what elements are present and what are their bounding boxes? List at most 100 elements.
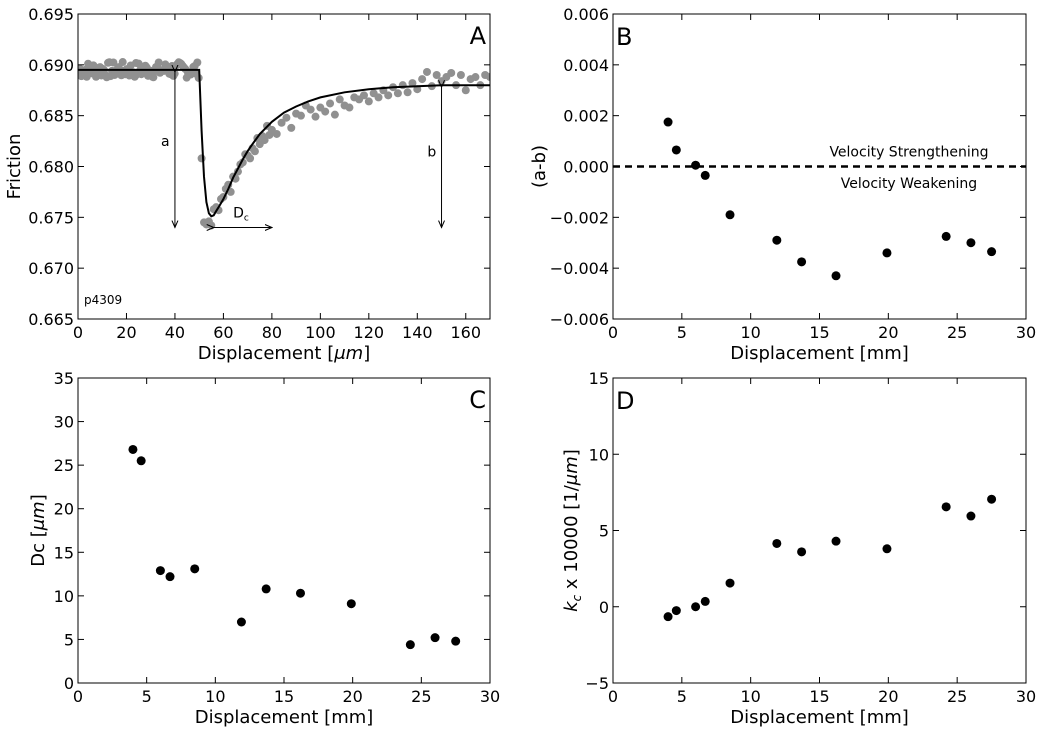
y-tick-label: 0.006 [563,5,609,24]
x-tick-label: 100 [305,323,336,342]
x-tick-label: 120 [354,323,385,342]
x-tick-label: 20 [878,687,898,706]
x-tick-label: 15 [274,687,294,706]
raw-data-point [456,71,465,79]
raw-data-point [207,221,216,230]
fit-line [78,68,490,218]
raw-data-point [408,79,417,88]
data-point [691,602,701,612]
x-tick-label: 20 [116,323,136,342]
raw-data-point [296,111,305,120]
data-point [831,271,841,281]
data-point [663,612,673,622]
y-tick-label: 0.002 [563,107,609,126]
plot-frame [612,377,1027,684]
y-tick-label: 25 [54,456,74,475]
b-label: b [427,144,436,160]
raw-data-point [118,58,127,67]
x-tick-label: 5 [677,687,687,706]
y-tick-label: 0.000 [563,158,609,177]
raw-data-point [359,91,368,100]
y-tick-label: 0.675 [28,208,74,227]
raw-data-point [197,154,206,163]
data-point [451,636,461,646]
raw-data-point [418,75,427,84]
x-tick-label: 40 [165,323,185,342]
x-tick-label: 5 [142,687,152,706]
y-tick-label: −0.004 [550,259,609,278]
raw-data-point [447,68,456,77]
x-tick-label: 15 [809,323,829,342]
raw-data-point [486,73,490,82]
raw-data-point [277,118,286,127]
velocity-weakening-label: Velocity Weakening [841,176,977,192]
x-axis-label: Displacement [mm] [730,707,909,728]
y-axis-label: Friction [4,134,25,200]
x-tick-label: 20 [878,323,898,342]
x-tick-label: 80 [262,323,282,342]
raw-data-point [246,154,255,163]
x-tick-label: 5 [677,323,687,342]
panel-c: 0 5 10 15 20 25 30 0 5 10 15 20 25 30 35 C Displacement … [28,369,500,728]
data-point [155,566,165,576]
raw-data-point [109,58,118,67]
data-point [236,617,246,627]
panel-label: B [616,23,632,51]
y-tick-label: 35 [54,369,74,388]
plot-frame [77,377,491,684]
velocity-strengthening-label: Velocity Strengthening [829,144,988,160]
data-point [831,536,841,546]
panel-label: A [470,22,487,50]
y-tick-label: 0.670 [28,259,74,278]
data-point [966,511,976,521]
raw-data-point [345,103,354,112]
data-point [346,599,356,609]
panel-b: 0 5 10 15 20 25 30 −0.006 −0.004 −0.002 0.000 0.002… [529,5,1036,364]
data-point [691,160,701,170]
y-tick-label: 20 [54,500,74,519]
x-tick-label: 30 [1016,687,1036,706]
data-point [430,633,440,643]
data-point [165,572,175,582]
panel-label: C [469,386,486,414]
y-tick-label: 15 [589,369,609,388]
data-point [966,238,976,248]
raw-data-point [282,113,291,122]
y-tick-label: 0 [64,674,74,693]
raw-data-point [471,73,480,82]
y-tick-label: 5 [64,630,74,649]
data-point [987,247,997,257]
plot-area [128,444,461,650]
experiment-id: p4309 [84,293,122,307]
plot-area [613,117,1026,281]
x-tick-label: 30 [480,687,500,706]
raw-data-point [393,89,402,98]
x-tick-label: 15 [809,687,829,706]
x-axis-label: Displacement [mm] [730,343,909,364]
data-point [700,596,710,606]
raw-data-point [374,93,383,102]
data-point [405,640,415,650]
y-axis-label: Dc [μm] [28,494,49,567]
raw-data-point [403,88,412,97]
raw-data-point [161,60,170,69]
x-tick-label: 10 [740,687,760,706]
raw-data-point [260,136,269,145]
raw-data-point [321,107,330,116]
y-axis-label: kc x 10000 [1/μm] [561,449,584,612]
raw-data-point [364,97,373,106]
raw-data-point [154,58,163,67]
x-tick-label: 25 [947,687,967,706]
data-point [671,606,681,616]
x-tick-label: 160 [450,323,481,342]
y-tick-label: 0.695 [28,5,74,24]
data-point [772,538,782,548]
raw-data-point [330,110,339,119]
y-tick-label: 0.690 [28,56,74,75]
y-tick-label: 0.680 [28,158,74,177]
y-tick-label: −5 [585,674,609,693]
data-point [136,456,146,466]
raw-data-point [287,123,296,132]
